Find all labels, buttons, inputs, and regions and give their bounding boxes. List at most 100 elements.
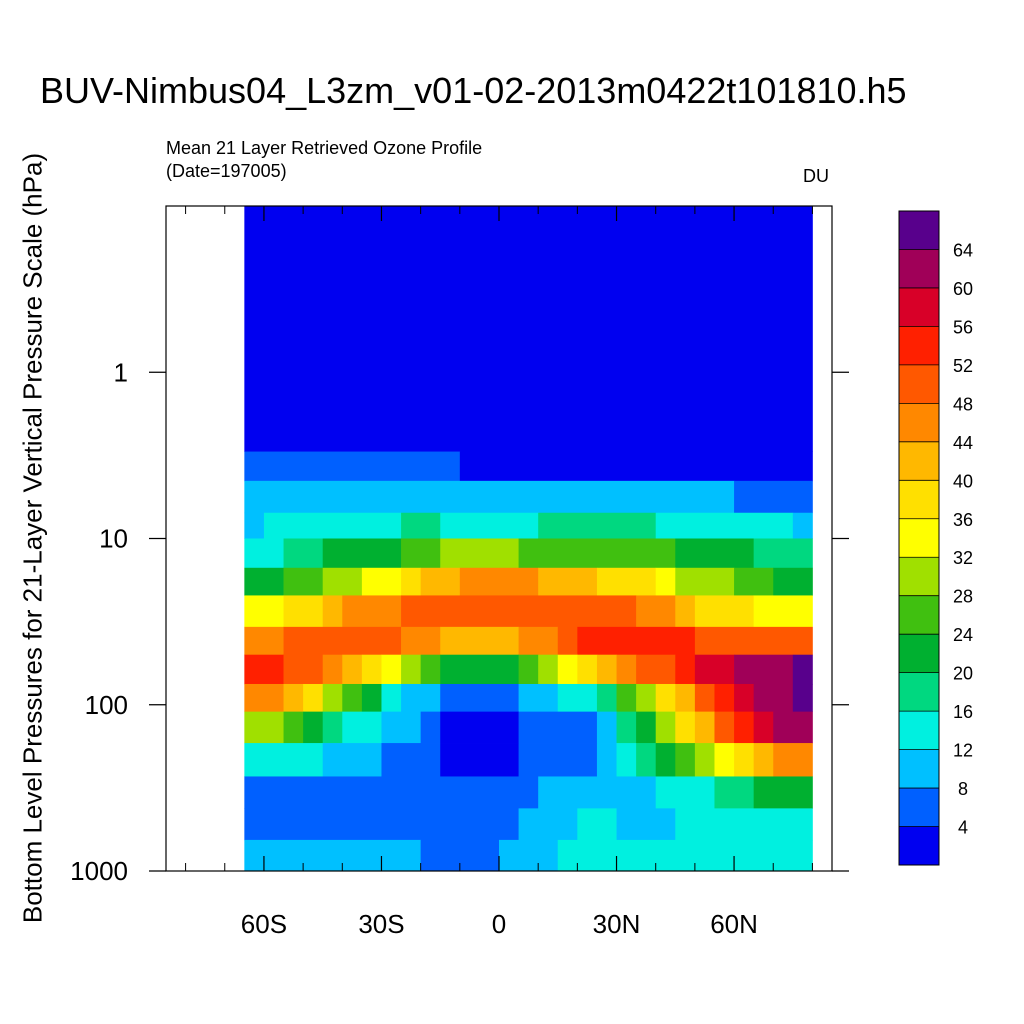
colorbar-swatch [899, 249, 939, 289]
colorbar-swatch [899, 826, 939, 866]
colorbar-label: 12 [953, 741, 973, 761]
y-tick-label: 1 [114, 357, 128, 387]
heatmap-cell [675, 711, 696, 744]
heatmap-cell [440, 654, 519, 685]
heatmap-cell [303, 711, 324, 744]
heatmap-cell [401, 538, 441, 569]
heatmap-cell [675, 567, 735, 596]
heatmap-cell [420, 654, 441, 685]
colorbar-swatch [899, 441, 939, 481]
colorbar-label: 48 [953, 394, 973, 414]
heatmap-cell [753, 595, 813, 628]
heatmap-cell [636, 595, 676, 628]
colorbar-label: 64 [953, 240, 973, 260]
heatmap-cell [244, 595, 284, 628]
heatmap-cell [420, 743, 441, 777]
heatmap-cell [401, 595, 637, 628]
heatmap-cell [244, 480, 735, 514]
colorbar-label: 20 [953, 664, 973, 684]
heatmap-cell [734, 654, 794, 685]
heatmap-cell [440, 743, 519, 777]
colorbar-swatch [899, 634, 939, 673]
heatmap-cell [596, 683, 617, 713]
heatmap-cell [440, 512, 539, 539]
heatmap-cell [675, 654, 696, 685]
heatmap-cell [244, 808, 519, 841]
heatmap-cell [538, 654, 559, 685]
heatmap-cell [714, 683, 735, 713]
heatmap-cell [342, 711, 382, 744]
heatmap-cell [244, 512, 265, 539]
y-tick-label: 100 [85, 690, 128, 720]
heatmap-cell [577, 654, 598, 685]
colorbar-label: 16 [953, 702, 973, 722]
heatmap-cell [596, 711, 617, 744]
colorbar-swatch [899, 287, 939, 327]
heatmap-cell [518, 711, 598, 744]
heatmap-cell [244, 711, 284, 744]
heatmap-cell [440, 626, 519, 656]
colorbar-swatch [899, 711, 939, 750]
colorbar-swatch [899, 788, 939, 827]
heatmap-cell [596, 567, 657, 596]
heatmap-cell [694, 683, 715, 713]
heatmap-cell [244, 683, 284, 713]
heatmap-cell [655, 711, 676, 744]
heatmap-cell [792, 654, 813, 685]
heatmap-cell [322, 595, 343, 628]
colorbar-swatch [899, 403, 939, 443]
heatmap-cell [636, 711, 657, 744]
heatmap-cell [401, 683, 441, 713]
heatmap-cell [753, 743, 774, 777]
heatmap-cell [675, 595, 696, 628]
heatmap-cell [792, 512, 813, 539]
heatmap-cell [753, 711, 774, 744]
heatmap-cell [283, 711, 304, 744]
heatmap-cell [518, 654, 539, 685]
heatmap-cell [459, 451, 813, 482]
heatmap-cell [322, 683, 343, 713]
colorbar-label: 56 [953, 317, 973, 337]
heatmap-cell [440, 711, 519, 744]
heatmap-cell [538, 512, 657, 539]
heatmap-cell [244, 776, 539, 809]
heatmap-cell [244, 451, 461, 482]
heatmap-cell [655, 567, 676, 596]
heatmap-cell [577, 808, 617, 841]
colorbar-label: 28 [953, 587, 973, 607]
heatmap-cell [244, 538, 284, 569]
heatmap-cell [420, 567, 461, 596]
heatmap-cell [655, 743, 676, 777]
colorbar-swatch [899, 480, 939, 520]
heatmap-cell [303, 683, 324, 713]
heatmap-cell [636, 743, 657, 777]
heatmap-cell [596, 743, 617, 777]
colorbar-swatch [899, 364, 939, 404]
heatmap-cell [734, 683, 755, 713]
heatmap-cell [734, 743, 755, 777]
x-tick-label: 0 [492, 909, 506, 939]
heatmap-cell [636, 683, 657, 713]
colorbar-label: 40 [953, 471, 973, 491]
heatmap-cell [596, 654, 617, 685]
heatmap-cell [714, 776, 755, 809]
heatmap-cell [538, 567, 598, 596]
heatmap-cell [616, 683, 637, 713]
heatmap-cell [675, 808, 813, 841]
heatmap-cell [753, 538, 813, 569]
heatmap-cell [263, 512, 402, 539]
heatmap-cell [381, 683, 402, 713]
heatmap-cell [401, 512, 441, 539]
heatmap-cell [694, 743, 715, 777]
heatmap-cell [773, 743, 794, 777]
heatmap-cell [714, 743, 735, 777]
heatmap-cell [636, 654, 676, 685]
heatmap-cell [342, 595, 402, 628]
heatmap-cell [244, 654, 284, 685]
heatmap-cell [283, 538, 324, 569]
heatmap-cell [675, 538, 755, 569]
heatmap-cell [440, 683, 519, 713]
colorbar-swatch [899, 326, 939, 366]
colorbar-label: 4 [958, 818, 968, 838]
